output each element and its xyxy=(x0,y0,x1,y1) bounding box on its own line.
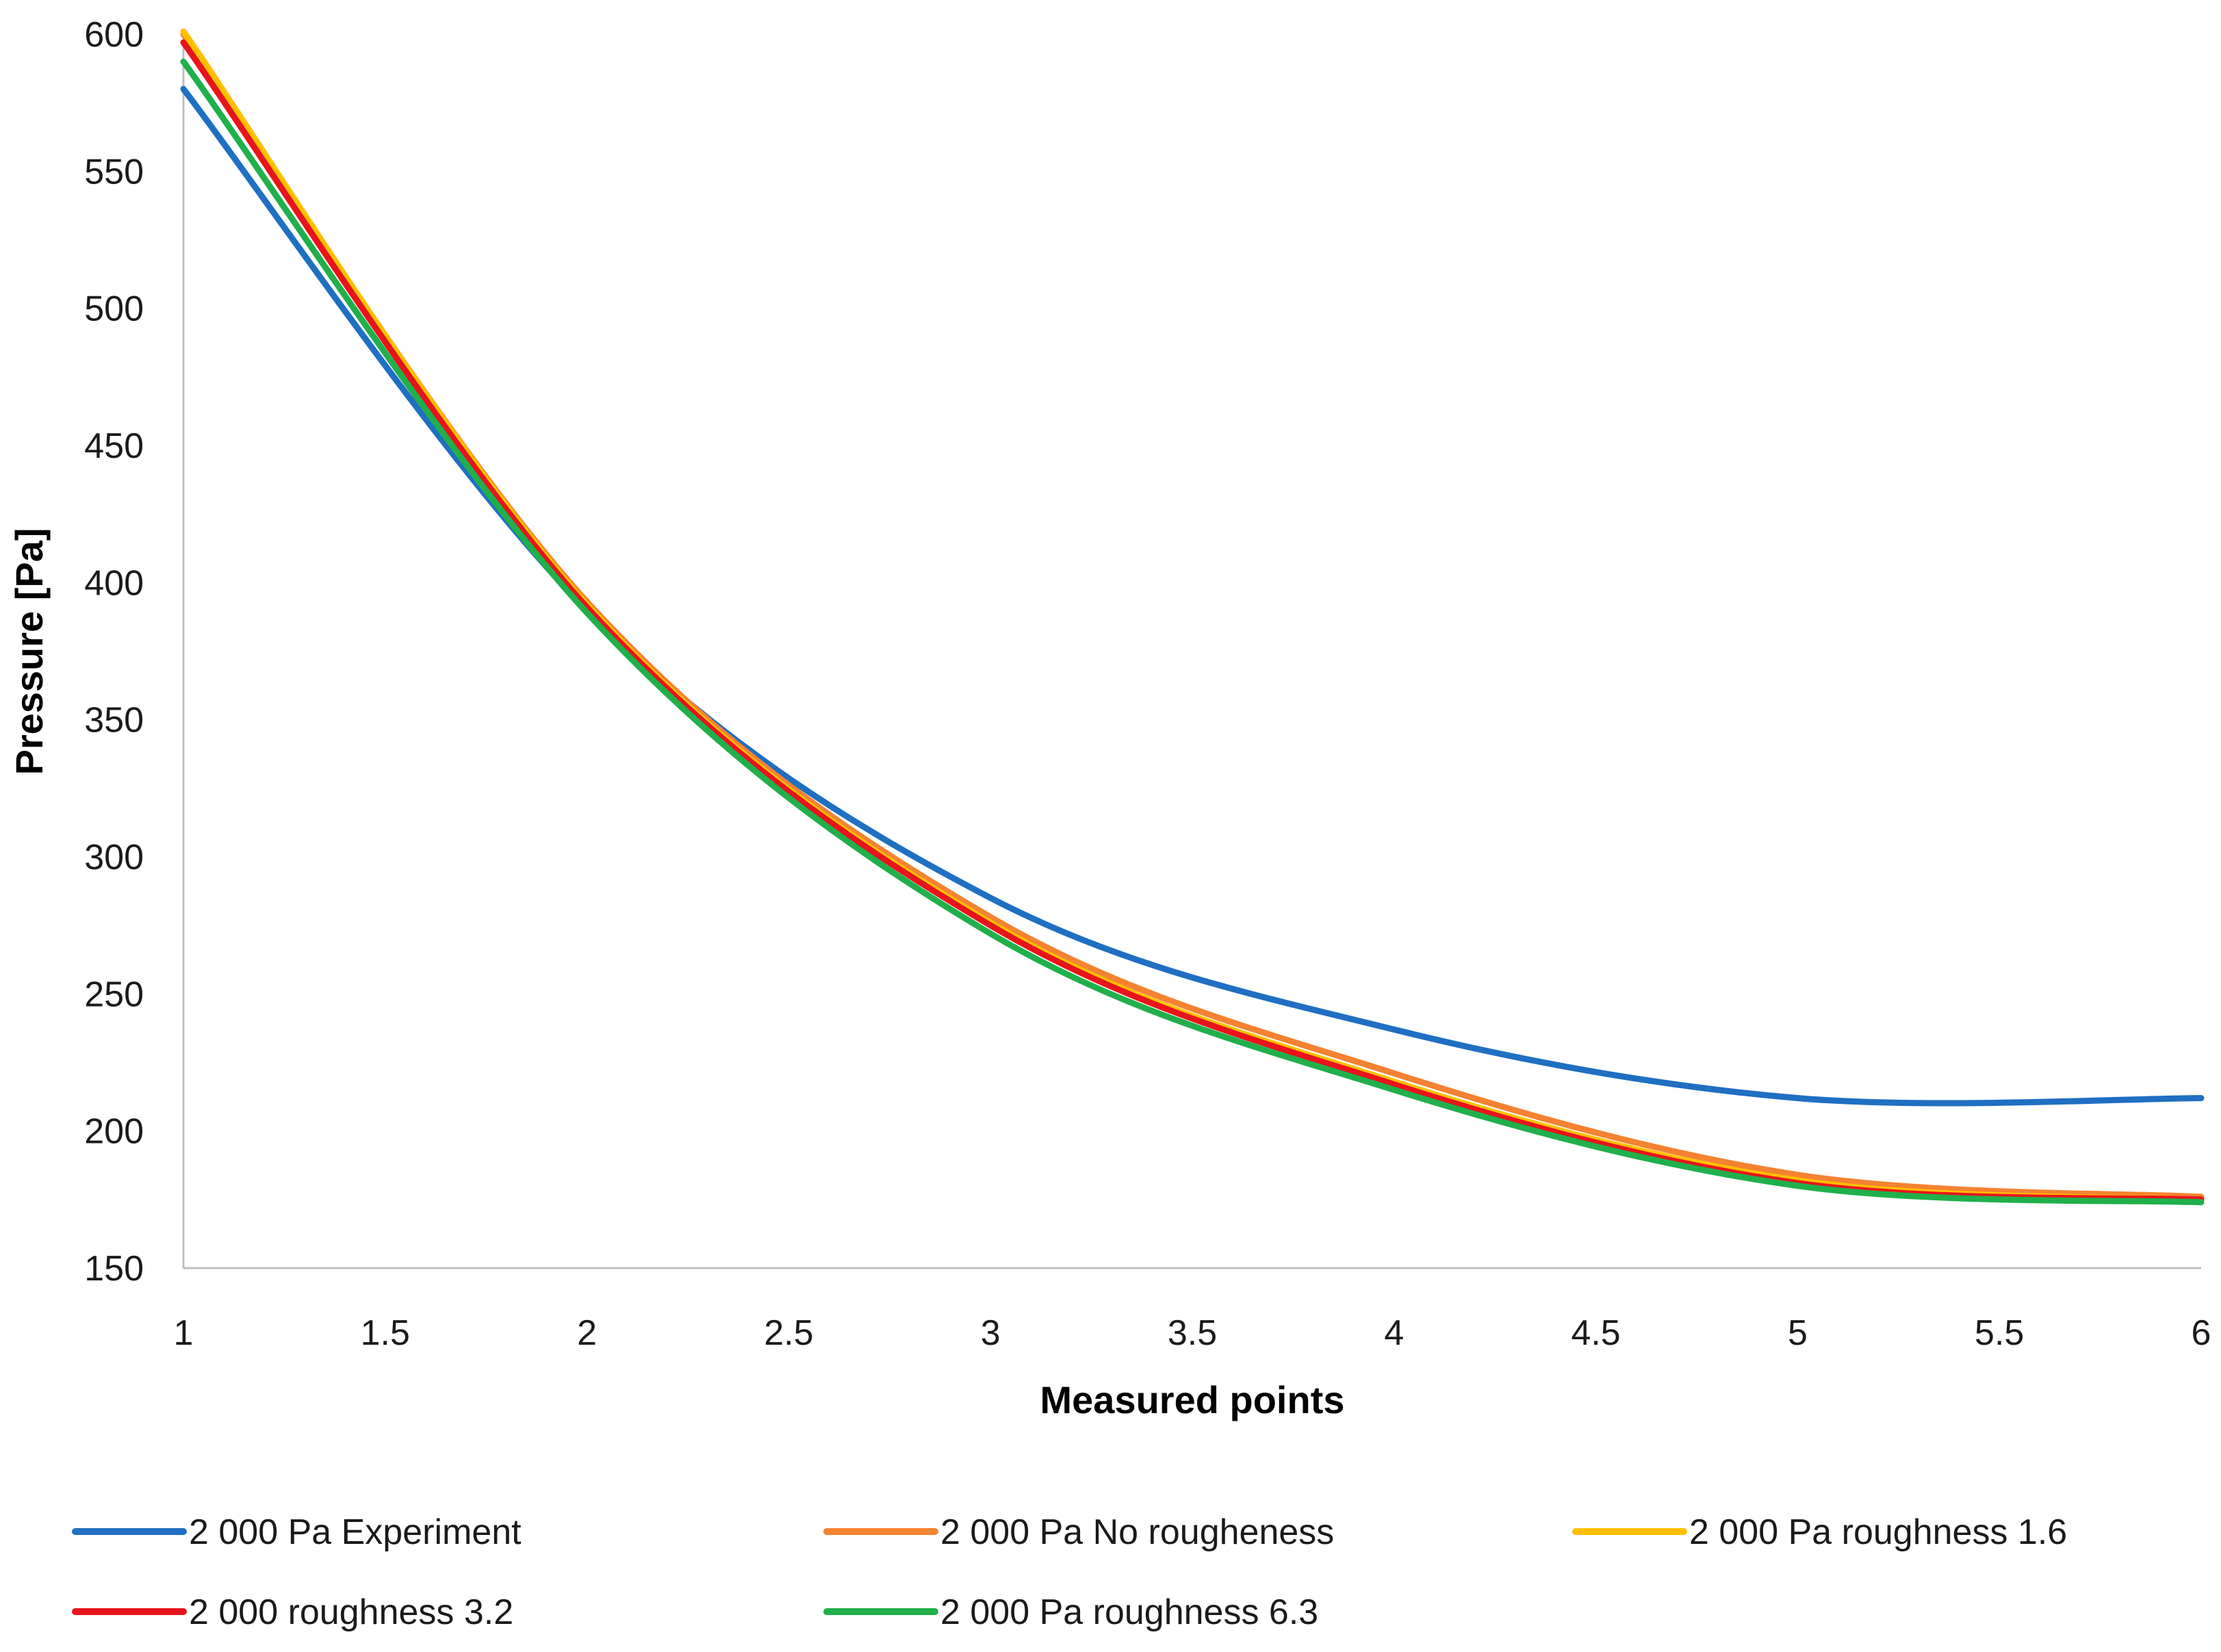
legend-label: 2 000 Pa No rougheness xyxy=(940,1512,1334,1552)
y-tick-label: 450 xyxy=(84,426,144,466)
series-lines xyxy=(180,28,2205,1206)
x-tick-label: 6 xyxy=(2192,1313,2211,1353)
x-tick-label: 2 xyxy=(577,1313,597,1353)
x-tick-label: 1.5 xyxy=(361,1313,410,1353)
y-tick-labels: 150 200 250 300 350 400 450 500 550 600 xyxy=(84,15,144,1289)
legend-label: 2 000 Pa roughness 6.3 xyxy=(940,1592,1318,1632)
legend-label: 2 000 Pa Experiment xyxy=(189,1512,522,1552)
legend-label: 2 000 roughness 3.2 xyxy=(189,1592,513,1632)
y-tick-label: 150 xyxy=(84,1249,144,1289)
y-tick-label: 250 xyxy=(84,975,144,1014)
x-tick-label: 5 xyxy=(1788,1313,1808,1353)
y-tick-label: 550 xyxy=(84,152,144,192)
legend-label: 2 000 Pa roughness 1.6 xyxy=(1689,1512,2067,1552)
y-axis-title: Pressure [Pa] xyxy=(8,528,51,775)
y-tick-label: 500 xyxy=(84,289,144,329)
series-line-5 xyxy=(180,58,2205,1206)
y-tick-label: 600 xyxy=(84,15,144,55)
y-tick-label: 200 xyxy=(84,1112,144,1152)
series-line-1 xyxy=(180,86,2205,1107)
x-tick-label: 1 xyxy=(174,1313,194,1353)
x-tick-label: 3.5 xyxy=(1168,1313,1217,1353)
y-tick-label: 300 xyxy=(84,838,144,877)
x-tick-labels: 1 1.5 2 2.5 3 3.5 4 4.5 5 5.5 6 xyxy=(174,1313,2211,1353)
axes xyxy=(182,34,2201,1269)
x-tick-label: 3 xyxy=(981,1313,1001,1353)
series-line-2 xyxy=(180,31,2205,1200)
legend: 2 000 Pa Experiment 2 000 Pa No roughenes… xyxy=(72,1512,2067,1632)
x-tick-label: 2.5 xyxy=(764,1313,813,1353)
x-tick-label: 4.5 xyxy=(1571,1313,1620,1353)
y-tick-label: 350 xyxy=(84,701,144,740)
x-tick-label: 5.5 xyxy=(1975,1313,2024,1353)
x-axis-title: Measured points xyxy=(1040,1378,1345,1421)
y-tick-label: 400 xyxy=(84,563,144,603)
x-tick-label: 4 xyxy=(1384,1313,1404,1353)
